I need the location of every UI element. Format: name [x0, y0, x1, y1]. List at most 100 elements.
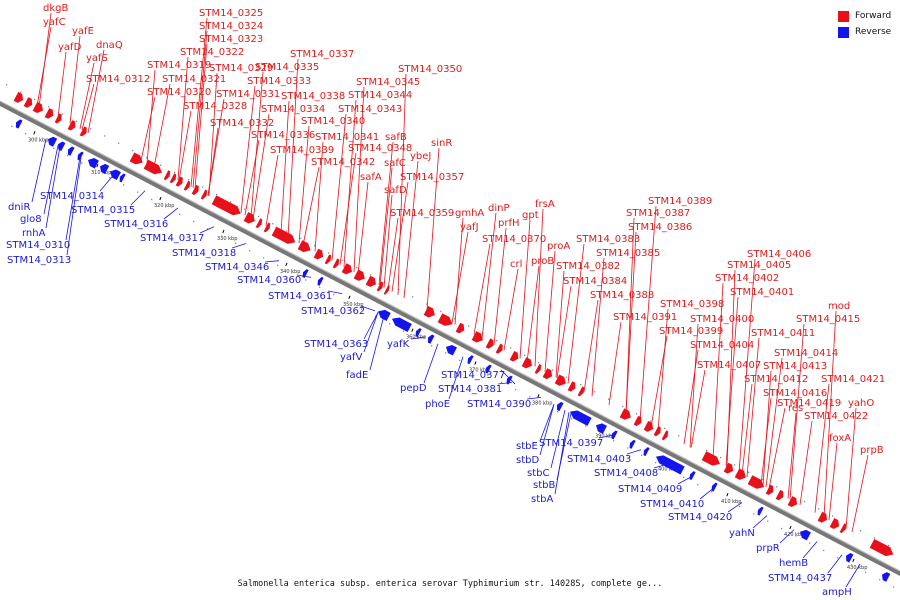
forward-gene[interactable]	[839, 523, 847, 534]
reverse-gene[interactable]	[427, 334, 435, 344]
label-leader-lines	[31, 12, 869, 588]
forward-gene[interactable]	[297, 240, 311, 253]
forward-gene[interactable]	[534, 364, 542, 374]
forward-leader-line	[331, 113, 347, 261]
forward-gene[interactable]	[787, 496, 798, 508]
reverse-gene[interactable]	[556, 401, 564, 412]
reverse-gene[interactable]	[506, 375, 513, 385]
forward-gene[interactable]	[313, 248, 324, 260]
forward-gene[interactable]	[542, 368, 553, 380]
reverse-gene[interactable]	[596, 423, 607, 434]
reverse-gene[interactable]	[467, 355, 474, 365]
reverse-gene[interactable]	[611, 430, 618, 440]
forward-gene[interactable]	[723, 462, 734, 474]
reverse-gene[interactable]	[689, 471, 696, 481]
forward-gene[interactable]	[829, 518, 840, 529]
reverse-gene[interactable]	[485, 364, 492, 374]
forward-gene[interactable]	[255, 218, 263, 229]
forward-gene-label: STM14_0399	[659, 326, 723, 337]
forward-gene[interactable]	[200, 189, 208, 200]
reverse-gene[interactable]	[15, 119, 23, 129]
forward-gene[interactable]	[701, 451, 720, 466]
reverse-gene[interactable]	[570, 410, 592, 426]
forward-gene[interactable]	[869, 538, 894, 557]
forward-gene[interactable]	[243, 212, 255, 224]
forward-gene[interactable]	[577, 386, 585, 397]
forward-gene[interactable]	[183, 180, 191, 191]
forward-gene[interactable]	[163, 170, 171, 181]
forward-gene[interactable]	[643, 420, 654, 432]
forward-gene[interactable]	[653, 426, 661, 437]
forward-gene[interactable]	[324, 254, 332, 265]
forward-gene[interactable]	[383, 285, 390, 295]
reverse-gene[interactable]	[629, 439, 636, 449]
forward-gene[interactable]	[554, 374, 566, 386]
forward-gene[interactable]	[32, 101, 43, 113]
forward-gene[interactable]	[341, 263, 352, 275]
reverse-leader-line	[43, 145, 59, 215]
forward-gene[interactable]	[175, 176, 183, 187]
forward-gene[interactable]	[263, 222, 271, 233]
reverse-gene[interactable]	[846, 553, 854, 563]
reverse-gene[interactable]	[643, 447, 650, 457]
reverse-gene[interactable]	[656, 455, 685, 475]
forward-gene[interactable]	[747, 475, 765, 489]
forward-gene[interactable]	[376, 281, 384, 292]
reverse-gene[interactable]	[67, 146, 75, 156]
forward-gene[interactable]	[129, 152, 143, 165]
forward-gene[interactable]	[661, 430, 669, 441]
forward-gene[interactable]	[143, 159, 162, 175]
forward-gene[interactable]	[191, 184, 199, 196]
forward-gene[interactable]	[619, 408, 631, 420]
forward-gene[interactable]	[455, 322, 465, 334]
forward-gene[interactable]	[67, 120, 76, 131]
forward-gene[interactable]	[775, 489, 784, 501]
reverse-gene[interactable]	[882, 572, 891, 582]
reverse-gene[interactable]	[800, 529, 811, 541]
forward-gene[interactable]	[271, 226, 296, 244]
reverse-gene[interactable]	[48, 136, 58, 147]
forward-leader-line	[178, 110, 192, 181]
legend-item-forward: Forward	[838, 8, 891, 24]
reverse-leader-line	[31, 138, 47, 203]
forward-gene[interactable]	[423, 306, 435, 318]
track-dot	[767, 520, 769, 522]
reverse-gene[interactable]	[757, 506, 764, 516]
forward-gene[interactable]	[23, 97, 33, 108]
reverse-leader-line	[500, 369, 516, 385]
reverse-gene[interactable]	[77, 151, 84, 161]
forward-gene[interactable]	[817, 511, 828, 523]
forward-gene[interactable]	[54, 113, 62, 124]
forward-gene[interactable]	[509, 350, 519, 362]
reverse-gene[interactable]	[317, 276, 324, 286]
forward-gene[interactable]	[437, 313, 453, 326]
reverse-gene[interactable]	[110, 169, 121, 181]
reverse-gene[interactable]	[88, 158, 99, 169]
reverse-gene[interactable]	[446, 345, 457, 356]
reverse-gene[interactable]	[100, 163, 110, 174]
forward-gene[interactable]	[485, 338, 494, 349]
forward-gene[interactable]	[471, 331, 483, 343]
reverse-gene[interactable]	[415, 328, 422, 338]
reverse-gene[interactable]	[711, 482, 718, 492]
reverse-gene[interactable]	[392, 317, 412, 332]
tick-label: 320 kbp	[154, 203, 174, 209]
forward-gene[interactable]	[495, 343, 503, 354]
forward-gene[interactable]	[353, 269, 365, 281]
forward-gene[interactable]	[567, 381, 576, 392]
forward-gene[interactable]	[365, 275, 376, 287]
reverse-leader-line	[363, 312, 379, 353]
forward-gene[interactable]	[79, 126, 87, 137]
forward-gene[interactable]	[765, 484, 774, 496]
reverse-gene[interactable]	[119, 173, 126, 183]
forward-gene[interactable]	[169, 173, 177, 184]
forward-gene[interactable]	[332, 258, 340, 269]
forward-gene[interactable]	[211, 195, 241, 216]
forward-gene[interactable]	[44, 108, 54, 119]
track-dot	[622, 405, 624, 408]
forward-gene[interactable]	[521, 357, 532, 369]
forward-gene[interactable]	[734, 468, 746, 480]
forward-gene[interactable]	[633, 415, 642, 427]
forward-gene[interactable]	[13, 91, 24, 103]
reverse-gene[interactable]	[378, 309, 391, 321]
